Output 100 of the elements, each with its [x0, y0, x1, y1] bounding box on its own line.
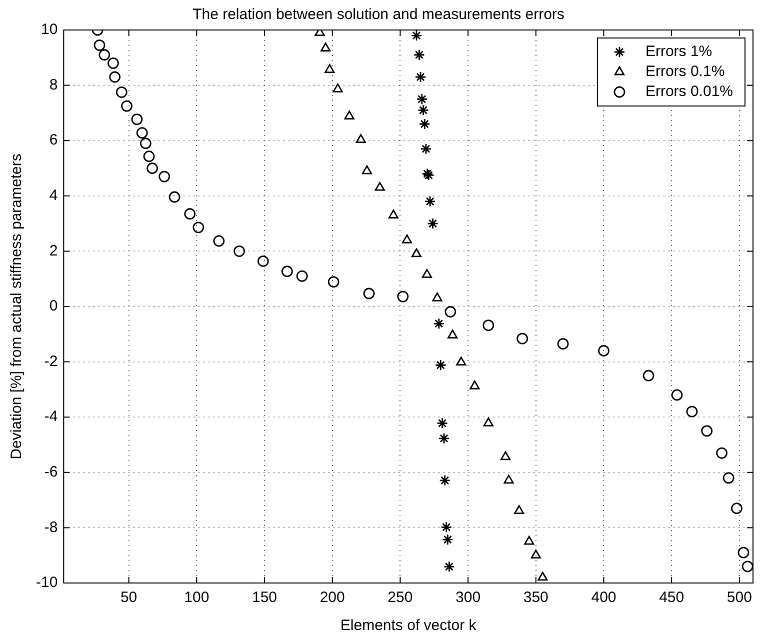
point	[436, 417, 448, 429]
x-tick-label: 250	[388, 589, 413, 606]
point	[192, 222, 204, 234]
point	[281, 266, 293, 278]
point	[121, 100, 132, 112]
point	[158, 170, 170, 182]
x-tick-label: 500	[726, 589, 752, 606]
point	[320, 42, 331, 52]
point	[738, 546, 750, 558]
point	[514, 505, 524, 514]
point	[116, 86, 128, 98]
point	[234, 246, 245, 257]
point	[530, 550, 541, 559]
point	[716, 447, 728, 459]
point	[402, 234, 412, 244]
point	[420, 143, 432, 155]
y-tick-label: -2	[44, 352, 58, 370]
point	[108, 57, 119, 69]
point	[438, 432, 450, 444]
y-tick-label: 2	[49, 242, 58, 260]
point	[422, 269, 432, 278]
point	[374, 182, 385, 191]
point	[98, 49, 110, 61]
point	[168, 191, 180, 203]
y-tick-label: -10	[36, 574, 58, 592]
point	[410, 30, 422, 42]
point	[439, 474, 451, 486]
chart-title: The relation between solution and measurements errors	[192, 6, 564, 24]
y-tick-label: 0	[49, 298, 58, 315]
point	[524, 536, 534, 545]
point	[470, 380, 480, 390]
point	[440, 521, 452, 533]
x-tick-label: 450	[659, 589, 684, 606]
point	[356, 134, 366, 143]
y-tick-label: -8	[44, 518, 58, 536]
point	[418, 118, 430, 130]
point	[538, 572, 548, 581]
point	[500, 451, 511, 460]
y-tick-label: 8	[49, 76, 58, 94]
point	[397, 290, 409, 302]
point	[448, 330, 458, 338]
point	[362, 165, 372, 174]
point	[332, 83, 343, 92]
x-tick-label: 300	[456, 589, 481, 606]
point	[742, 560, 753, 572]
point	[94, 40, 106, 51]
point	[722, 472, 734, 484]
point	[504, 474, 514, 484]
point	[143, 150, 155, 162]
point	[414, 71, 426, 83]
legend-label: Errors 1%	[645, 43, 712, 60]
point	[433, 318, 445, 330]
x-tick-label: 150	[252, 589, 278, 606]
point	[432, 292, 442, 302]
point	[184, 208, 196, 220]
point	[411, 248, 422, 258]
point	[427, 218, 438, 230]
point	[557, 338, 569, 350]
point	[444, 306, 456, 318]
point	[671, 389, 683, 401]
x-tick-label: 200	[320, 589, 345, 606]
point	[416, 93, 428, 105]
point	[213, 235, 225, 247]
y-tick-label: -6	[44, 464, 58, 481]
point	[140, 138, 152, 150]
x-axis-title: Elements of vector k	[340, 617, 477, 634]
x-tick-label: 50	[120, 589, 138, 606]
point	[456, 356, 466, 366]
x-tick-label: 350	[523, 589, 548, 606]
point	[686, 406, 698, 418]
point	[418, 104, 429, 116]
point	[257, 255, 269, 267]
point	[344, 110, 354, 120]
point	[516, 332, 528, 344]
legend-label: Errors 0.1%	[645, 63, 725, 80]
point	[731, 502, 742, 514]
point	[363, 288, 375, 300]
point	[483, 417, 494, 426]
point	[443, 560, 455, 572]
point	[131, 114, 143, 126]
point	[642, 370, 654, 382]
point	[109, 71, 121, 83]
point	[388, 210, 398, 218]
x-tick-label: 100	[184, 589, 210, 606]
y-tick-label: 4	[49, 187, 58, 204]
y-tick-label: -4	[44, 408, 58, 426]
legend-label: Errors 0.01%	[645, 83, 734, 100]
point	[442, 534, 454, 546]
point	[328, 276, 340, 288]
point	[701, 425, 713, 437]
point	[482, 320, 494, 331]
point	[434, 359, 446, 371]
point	[413, 49, 425, 61]
point	[136, 127, 148, 139]
x-tick-label: 400	[591, 589, 616, 606]
y-axis-title: Deviation [%] from actual stiffness parameters	[8, 154, 26, 460]
y-tick-label: 10	[40, 21, 58, 38]
point	[424, 196, 436, 208]
point	[598, 345, 610, 356]
point	[296, 270, 308, 282]
